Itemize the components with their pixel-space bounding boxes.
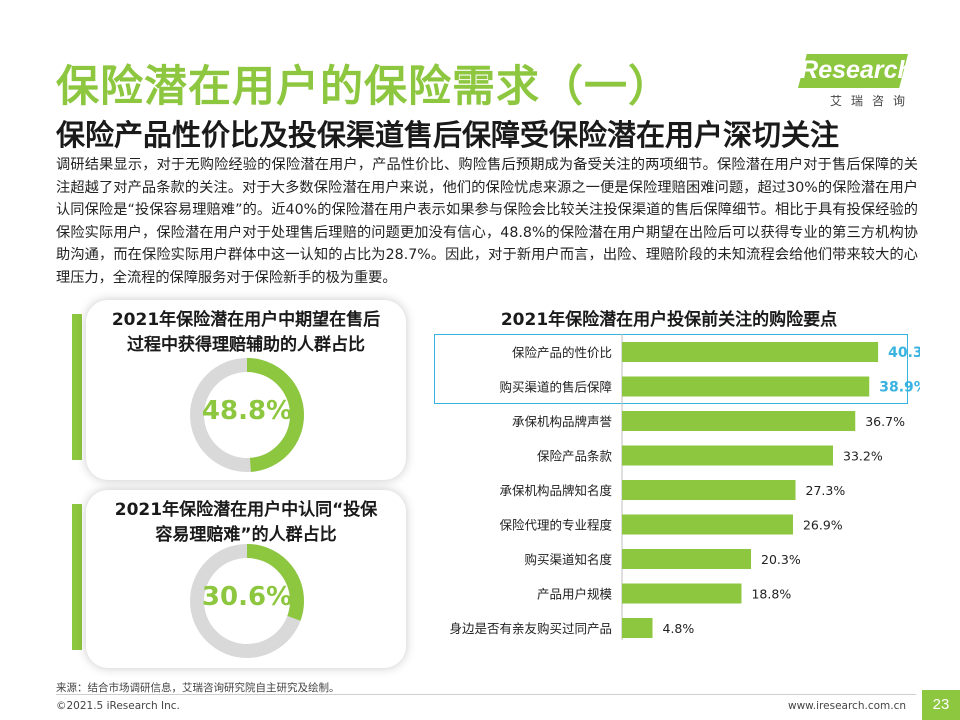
panel-2-title-line1: 2021年保险潜在用户中认同“投保 [114, 500, 378, 520]
stat-panel-2: 2021年保险潜在用户中认同“投保 容易理赔难”的人群占比 30.6% [86, 490, 406, 668]
bar-value-label: 38.9% [879, 380, 920, 396]
page-number: 23 [922, 690, 960, 720]
page-subtitle: 保险产品性价比及投保渠道售后保障受保险潜在用户深切关注 [56, 118, 840, 152]
donut-1-arc [190, 358, 304, 472]
bar [622, 480, 796, 500]
panel-2-title-line2: 容易理赔难”的人群占比 [155, 525, 337, 545]
panel-1-title: 2021年保险潜在用户中期望在售后 过程中获得理赔辅助的人群占比 [86, 308, 406, 358]
highlight-box [434, 334, 908, 404]
panel-2-title: 2021年保险潜在用户中认同“投保 容易理赔难”的人群占比 [86, 498, 406, 548]
page-title: 保险潜在用户的保险需求（一） [56, 62, 672, 112]
bar-category-label: 购买渠道的售后保障 [499, 380, 612, 395]
bar-category-label: 保险代理的专业程度 [499, 518, 612, 533]
bar-category-label: 保险产品的性价比 [512, 345, 612, 360]
bar-category-label: 身边是否有亲友购买过同产品 [449, 621, 612, 636]
bar-chart: 保险产品的性价比 40.3% 购买渠道的售后保障 38.9% 承保机构品牌声誉 36.7%… [449, 334, 920, 640]
donut-1-value: 48.8% [201, 396, 293, 426]
paragraph-1: 调研结果显示，对于无购险经验的保险潜在用户，产品性价比、购险售后预期成为备受关注… [56, 157, 918, 286]
panel-1-title-line1: 2021年保险潜在用户中期望在售后 [111, 310, 381, 330]
bar-category-label: 承保机构品牌知名度 [499, 483, 612, 498]
copyright: ©2021.5 iResearch Inc. [56, 700, 180, 712]
panel-1-title-line2: 过程中获得理赔辅助的人群占比 [127, 335, 365, 355]
source-note: 来源：结合市场调研信息，艾瑞咨询研究院自主研究及绘制。 [56, 682, 340, 694]
panel-1-accent-bar [72, 314, 82, 460]
bar-value-label: 18.8% [751, 587, 791, 602]
stat-panel-1: 2021年保险潜在用户中期望在售后 过程中获得理赔辅助的人群占比 48.8% [86, 300, 406, 480]
bar [622, 445, 834, 466]
footer-url: www.iresearch.com.cn [788, 700, 907, 712]
footer-divider [56, 694, 916, 695]
chart-title: 2021年保险潜在用户投保前关注的购险要点 [500, 310, 838, 330]
bar [622, 342, 879, 362]
bar-value-label: 20.3% [761, 552, 801, 567]
bar-category-label: 保险产品条款 [537, 449, 613, 464]
bar-value-label: 33.2% [843, 449, 883, 464]
logo-chinese-text: 艾瑞咨询 [829, 94, 914, 108]
bar-value-label: 36.7% [865, 414, 905, 429]
logo-text: iResearch [793, 56, 913, 84]
panel-2-accent-bar [72, 504, 82, 650]
body-paragraph: 调研结果显示，对于无购险经验的保险潜在用户，产品性价比、购险售后预期成为备受关注… [56, 154, 918, 290]
donut-2-value: 30.6% [201, 582, 293, 612]
logo-background [798, 54, 908, 88]
iresearch-logo: iResearch 艾瑞咨询 [792, 54, 914, 114]
bar-value-label: 27.3% [806, 483, 846, 498]
bar-category-label: 产品用户规模 [537, 587, 613, 602]
bar [622, 583, 742, 604]
bar-value-label: 26.9% [803, 518, 843, 533]
bar [622, 411, 856, 431]
bar [622, 376, 870, 397]
bar-value-label: 40.3% [888, 345, 920, 361]
bar-category-label: 购买渠道知名度 [524, 552, 612, 567]
bar [622, 549, 752, 569]
bar-category-label: 承保机构品牌声誉 [512, 414, 613, 429]
bar [622, 618, 653, 638]
bar [622, 514, 793, 535]
donut-chart-2: 30.6% [188, 542, 306, 660]
donut-chart-1: 48.8% [188, 356, 306, 474]
bar-value-label: 4.8% [663, 621, 695, 636]
donut-2-arc [190, 544, 304, 658]
